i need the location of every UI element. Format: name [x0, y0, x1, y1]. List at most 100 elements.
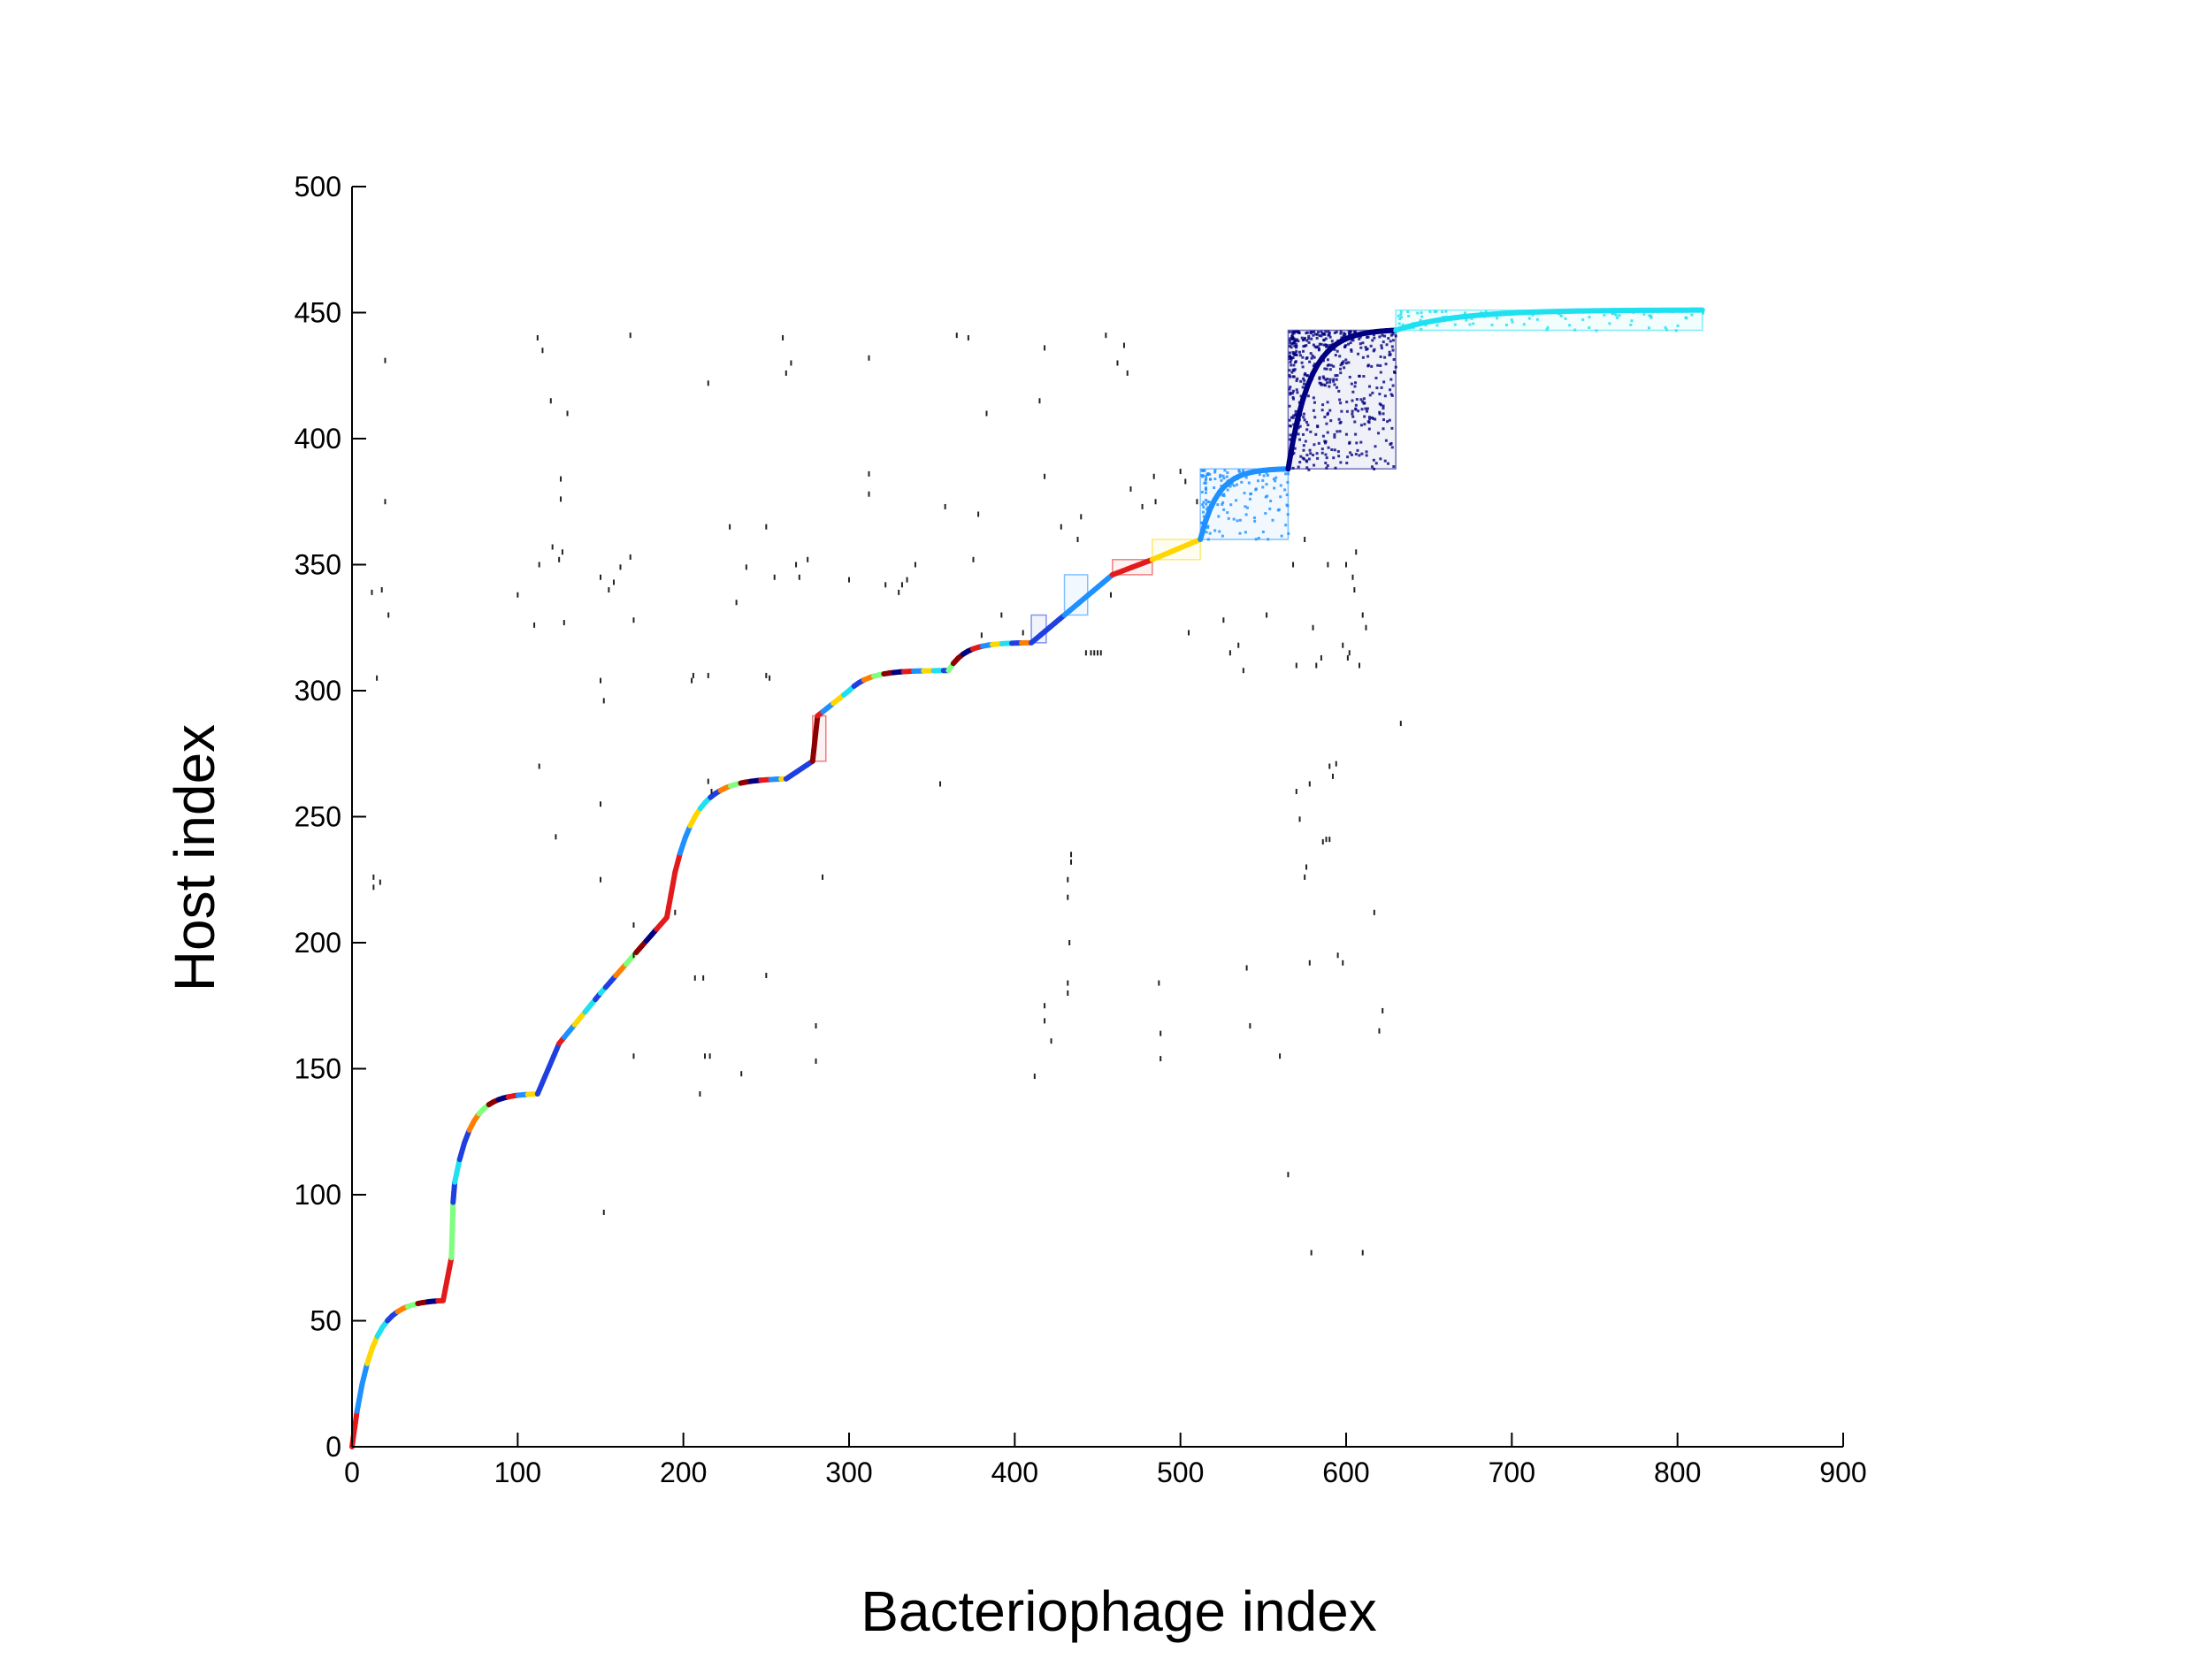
scatter-point — [1361, 612, 1364, 618]
scatter-point — [790, 360, 792, 366]
block-dot — [1344, 362, 1348, 365]
block-dot — [1257, 537, 1260, 540]
block-dot — [1339, 330, 1343, 333]
block-dot — [1382, 404, 1385, 408]
block-dot — [1392, 358, 1396, 362]
block-dot — [1346, 455, 1350, 459]
scatter-point — [538, 562, 540, 568]
block-dot — [1347, 330, 1351, 333]
diagonal-segment — [672, 850, 684, 875]
module-block — [1287, 329, 1397, 470]
block-dot — [1324, 343, 1328, 347]
block-dot — [1302, 416, 1305, 419]
block-dot — [1366, 348, 1369, 351]
block-dot — [1379, 355, 1382, 358]
y-tick-label: 500 — [295, 171, 341, 203]
block-dot — [1330, 448, 1334, 452]
block-dot — [1324, 440, 1328, 443]
block-dot — [1292, 423, 1296, 426]
scatter-point — [1295, 662, 1297, 669]
block-dot — [1453, 323, 1457, 326]
scatter-point — [1033, 1074, 1036, 1080]
scatter-point — [868, 470, 870, 477]
block-dot — [1290, 342, 1294, 346]
scatter-point — [900, 582, 903, 588]
block-dot — [1383, 394, 1387, 398]
block-dot — [1320, 451, 1324, 455]
axes — [351, 186, 1844, 1448]
block-dot — [1291, 375, 1295, 378]
x-tick-label: 200 — [660, 1456, 707, 1488]
block-dot — [1388, 353, 1391, 356]
block-dot — [1221, 474, 1225, 478]
block-dot — [1244, 513, 1248, 516]
scatter-point — [1188, 630, 1190, 636]
block-dot — [1288, 351, 1291, 355]
scatter-point — [1067, 894, 1069, 900]
block-dot — [1629, 323, 1633, 326]
block-dot — [1284, 472, 1288, 476]
block-dot — [1284, 524, 1288, 527]
block-dot — [1328, 378, 1332, 381]
block-dot — [1428, 310, 1432, 314]
block-dot — [1206, 472, 1210, 476]
scatter-point — [798, 574, 800, 580]
block-dot — [1318, 333, 1321, 337]
block-dot — [1288, 330, 1291, 333]
block-dot — [1372, 349, 1375, 353]
scatter-point — [387, 612, 390, 618]
block-dot — [1608, 322, 1611, 325]
block-dot — [1545, 328, 1549, 332]
scatter-point — [619, 564, 622, 570]
block-dot — [1297, 340, 1300, 343]
block-dot — [1312, 396, 1315, 400]
scatter-point — [602, 698, 605, 704]
block-dot — [1366, 364, 1370, 368]
block-dot — [1339, 371, 1343, 375]
y-tick-label: 400 — [295, 423, 341, 455]
block-dot — [1354, 453, 1358, 456]
scatter-point — [1129, 486, 1132, 492]
block-dot — [1588, 326, 1591, 330]
block-dot — [1407, 315, 1411, 318]
block-dot — [1237, 469, 1241, 472]
block-dot — [1384, 439, 1388, 442]
scatter-point — [769, 675, 771, 681]
block-dot — [1303, 373, 1306, 377]
block-dot — [1301, 456, 1305, 460]
block-dot — [1307, 468, 1311, 471]
block-dot — [1564, 317, 1567, 320]
block-dot — [1369, 344, 1373, 348]
block-dot — [1337, 455, 1341, 458]
block-dot — [1325, 456, 1328, 460]
block-dot — [1313, 416, 1317, 419]
block-dot — [1235, 499, 1238, 502]
x-tick-label: 400 — [991, 1456, 1038, 1488]
scatter-point — [710, 789, 713, 794]
scatter-point — [1320, 654, 1322, 661]
scatter-point — [1070, 852, 1073, 858]
block-dot — [1581, 318, 1585, 322]
block-dot — [1359, 335, 1362, 339]
block-dot — [1357, 409, 1360, 413]
block-dot — [1235, 483, 1238, 486]
diagonal-segment — [1295, 397, 1306, 421]
block-dot — [1324, 378, 1328, 381]
y-tick-label: 0 — [325, 1431, 341, 1463]
block-dot — [1367, 427, 1371, 431]
scatter-point — [632, 922, 635, 929]
block-dot — [1397, 314, 1400, 317]
block-dot — [1380, 344, 1383, 348]
block-dot — [1338, 430, 1342, 433]
scatter-point — [1038, 398, 1041, 404]
block-dot — [1205, 502, 1208, 506]
block-dot — [1362, 375, 1366, 378]
scatter-point — [1122, 342, 1125, 348]
block-dot — [1352, 330, 1356, 333]
block-dot — [1312, 364, 1315, 368]
block-dot — [1463, 311, 1466, 315]
block-dot — [1378, 410, 1382, 414]
block-dot — [1354, 407, 1358, 410]
scatter-point — [745, 564, 747, 570]
